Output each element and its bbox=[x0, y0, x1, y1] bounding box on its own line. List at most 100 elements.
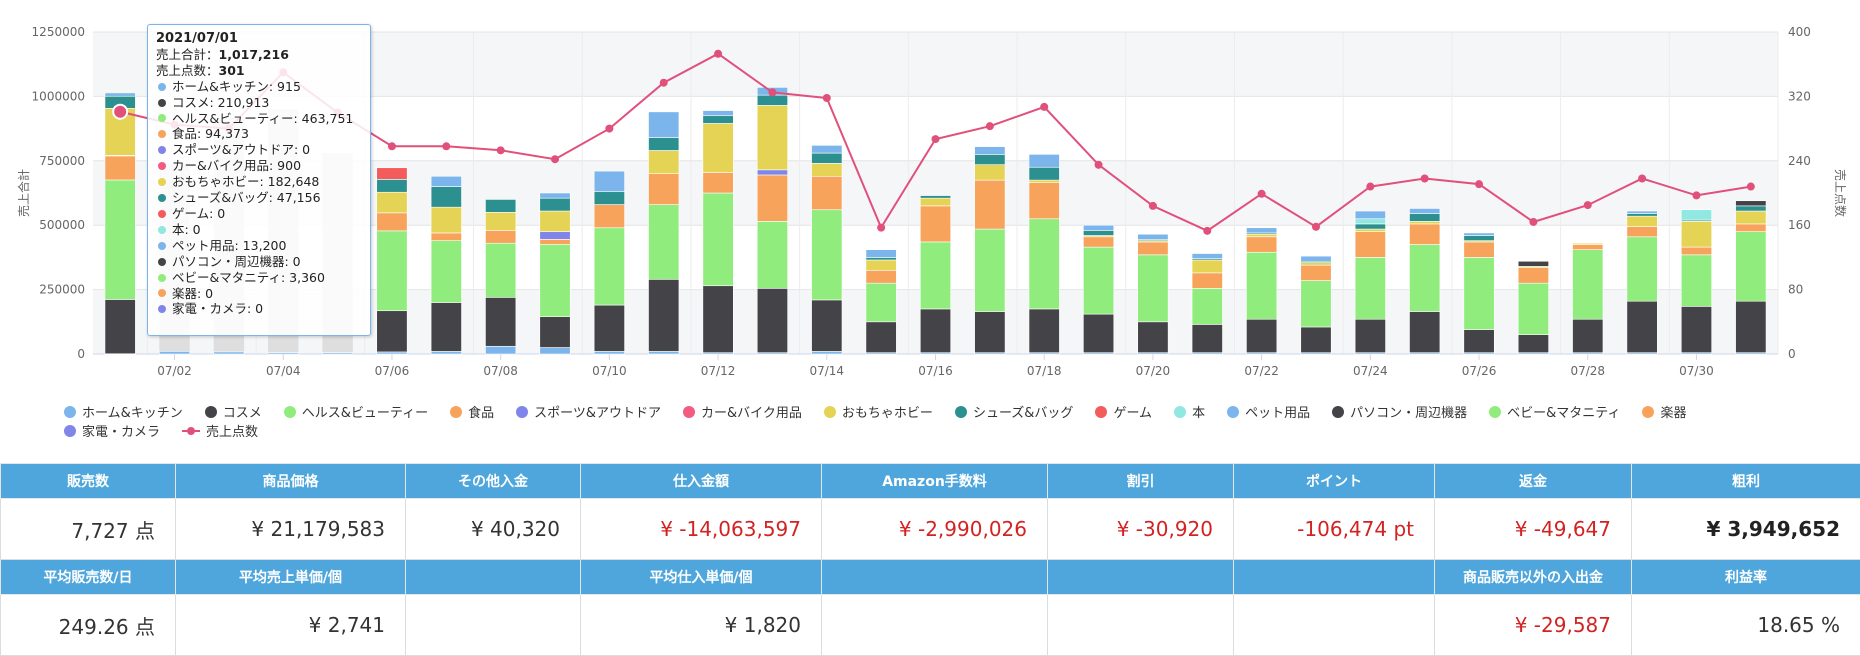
summary-table: 販売数 商品価格 その他入金 仕入金額 Amazon手数料 割引 ポイント 返金… bbox=[0, 463, 1860, 656]
bar-segment bbox=[431, 233, 461, 241]
bar-segment bbox=[649, 138, 679, 151]
legend-dot-icon bbox=[1332, 406, 1344, 418]
legend-item[interactable]: カー&バイク用品 bbox=[683, 402, 802, 421]
bar-segment bbox=[1246, 319, 1276, 352]
bar-segment bbox=[594, 228, 624, 305]
bar-segment bbox=[812, 163, 842, 176]
x-tick-label: 07/04 bbox=[266, 364, 301, 378]
header-empty-4 bbox=[1234, 560, 1435, 595]
bar-segment bbox=[649, 279, 679, 351]
tooltip-dot-icon bbox=[158, 289, 166, 297]
bar-segment bbox=[540, 232, 570, 240]
tooltip-series-text: パソコン・周辺機器: 0 bbox=[172, 254, 301, 270]
header-gross-profit: 粗利 bbox=[1632, 464, 1860, 499]
tooltip-series-row: 食品: 94,373 bbox=[156, 126, 362, 142]
line-point bbox=[1203, 227, 1211, 235]
line-point bbox=[986, 122, 994, 130]
bar-segment bbox=[757, 170, 787, 175]
legend-item[interactable]: シューズ&バッグ bbox=[955, 402, 1074, 421]
tooltip-count: 売上点数：301 bbox=[156, 63, 362, 79]
tooltip-series-text: ベビー&マタニティ: 3,360 bbox=[172, 270, 325, 286]
bar-segment bbox=[1355, 211, 1385, 219]
chart-legend-row-1: ホーム&キッチン コスメ ヘルス&ビューティー 食品 スポーツ&アウトドア カー&バイク用… bbox=[64, 402, 1708, 421]
bar-segment bbox=[105, 299, 135, 353]
bar-segment bbox=[757, 95, 787, 105]
y-tick-right: 0 bbox=[1788, 347, 1796, 361]
legend-item[interactable]: 売上点数 bbox=[182, 421, 258, 440]
tooltip-series-row: コスメ: 210,913 bbox=[156, 95, 362, 111]
tooltip-series-text: 楽器: 0 bbox=[172, 286, 213, 302]
bar-segment bbox=[1246, 252, 1276, 319]
legend-item[interactable]: ゲーム bbox=[1095, 402, 1152, 421]
y-axis-label-left: 売上合計 bbox=[16, 169, 31, 217]
bar-segment bbox=[866, 283, 896, 322]
line-point bbox=[1747, 183, 1755, 191]
tooltip-series-text: 家電・カメラ: 0 bbox=[172, 301, 263, 317]
bar-segment bbox=[485, 346, 515, 354]
tooltip-total-value: 1,017,216 bbox=[219, 47, 289, 63]
bar-segment bbox=[1627, 211, 1657, 214]
bar-segment bbox=[1192, 288, 1222, 324]
bar-segment bbox=[1192, 254, 1222, 259]
legend-item[interactable]: ヘルス&ビューティー bbox=[284, 402, 428, 421]
header-product-price: 商品価格 bbox=[176, 464, 406, 499]
bar-segment bbox=[1083, 230, 1113, 235]
summary-header-row-1: 販売数 商品価格 その他入金 仕入金額 Amazon手数料 割引 ポイント 返金… bbox=[1, 464, 1860, 499]
bar-segment bbox=[1355, 224, 1385, 229]
bar-segment bbox=[757, 221, 787, 288]
bar-segment bbox=[866, 322, 896, 353]
legend-item[interactable]: コスメ bbox=[205, 402, 262, 421]
header-non-sales-cashflow: 商品販売以外の入出金 bbox=[1435, 560, 1632, 595]
legend-item[interactable]: パソコン・周辺機器 bbox=[1332, 402, 1467, 421]
legend-dot-icon bbox=[1174, 406, 1186, 418]
bar-segment bbox=[1192, 260, 1222, 273]
tooltip-series-text: ホーム&キッチン: 915 bbox=[172, 79, 301, 95]
legend-item[interactable]: 楽器 bbox=[1642, 402, 1686, 421]
bar-segment bbox=[1355, 229, 1385, 232]
bar-segment bbox=[485, 297, 515, 346]
bar-segment bbox=[1736, 224, 1766, 232]
bar-segment bbox=[920, 242, 950, 309]
bar-segment bbox=[1736, 211, 1766, 224]
legend-item[interactable]: ホーム&キッチン bbox=[64, 402, 183, 421]
value-points: -106,474 pt bbox=[1234, 499, 1435, 560]
bar-segment bbox=[214, 352, 244, 354]
bar-segment bbox=[1681, 255, 1711, 307]
bar-segment bbox=[431, 187, 461, 208]
value-avg-sales-per-day: 249.26 点 bbox=[1, 595, 176, 656]
y-tick-left: 1000000 bbox=[32, 89, 85, 103]
line-point bbox=[1040, 103, 1048, 111]
bar-segment bbox=[540, 211, 570, 232]
tooltip-series-text: コスメ: 210,913 bbox=[172, 95, 269, 111]
y-tick-right: 80 bbox=[1788, 283, 1803, 297]
bar-segment bbox=[268, 353, 298, 354]
bar-segment bbox=[920, 196, 950, 199]
bar-segment bbox=[757, 105, 787, 169]
bar-segment bbox=[1083, 225, 1113, 230]
legend-dot-icon bbox=[64, 425, 76, 437]
line-point bbox=[1095, 161, 1103, 169]
legend-item[interactable]: 食品 bbox=[450, 402, 494, 421]
bar-segment bbox=[594, 305, 624, 351]
legend-label: ホーム&キッチン bbox=[82, 402, 183, 421]
legend-item[interactable]: 家電・カメラ bbox=[64, 421, 160, 440]
legend-item[interactable]: おもちゃホビー bbox=[824, 402, 933, 421]
bar-segment bbox=[540, 239, 570, 244]
bar-segment bbox=[1029, 180, 1059, 183]
tooltip-dot-icon bbox=[158, 210, 166, 218]
bar-segment bbox=[1518, 283, 1548, 335]
bar-segment bbox=[1627, 216, 1657, 226]
header-avg-sales-per-day: 平均販売数/日 bbox=[1, 560, 176, 595]
legend-item[interactable]: 本 bbox=[1174, 402, 1205, 421]
legend-item[interactable]: ベビー&マタニティ bbox=[1489, 402, 1620, 421]
bar-segment bbox=[812, 210, 842, 300]
legend-item[interactable]: ペット用品 bbox=[1227, 402, 1310, 421]
line-point bbox=[1475, 180, 1483, 188]
bar-segment bbox=[1681, 306, 1711, 352]
tooltip-dot-icon bbox=[158, 258, 166, 266]
legend-item[interactable]: スポーツ&アウトドア bbox=[516, 402, 661, 421]
x-tick-label: 07/18 bbox=[1027, 364, 1062, 378]
bar-segment bbox=[377, 168, 407, 180]
line-point bbox=[113, 105, 127, 119]
line-point bbox=[1638, 175, 1646, 183]
